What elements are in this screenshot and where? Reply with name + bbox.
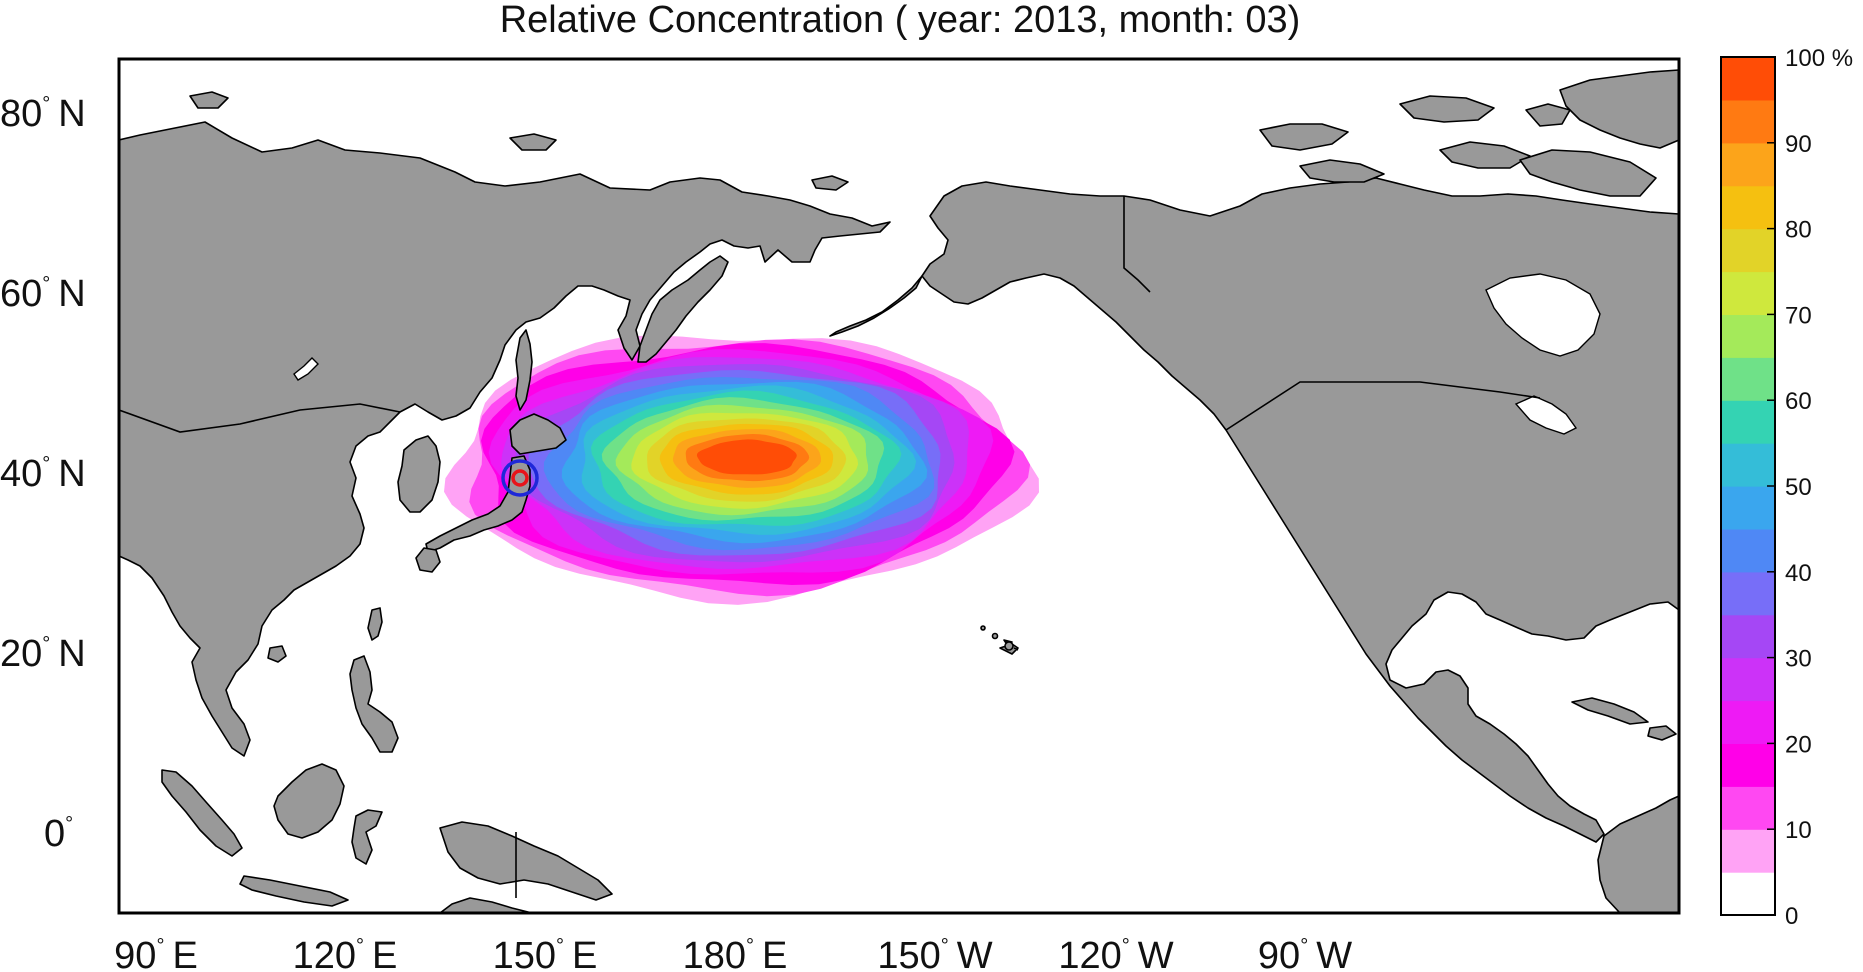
concentration-plume (444, 335, 1039, 605)
colorbar-band-3 (1721, 743, 1775, 787)
longitude-labels: 90° E 120° E 150° E 180° E 150° W 120° W 90° W (114, 935, 1352, 972)
colorbar-band-2 (1721, 786, 1775, 830)
landmass-south-america (1597, 795, 1679, 913)
colorbar-band-1 (1721, 829, 1775, 873)
map-title: Relative Concentration ( year: 2013, mon… (500, 0, 1301, 41)
landmass-sulawesi (351, 809, 383, 865)
border-china-mongolia (119, 403, 401, 433)
lon-label-5: 120° W (1058, 935, 1173, 972)
landmass-severnaya (189, 91, 229, 109)
landmass-north-america (921, 177, 1679, 843)
lat-label-0: 80° N (0, 93, 86, 135)
colorbar-band-18 (1721, 99, 1775, 144)
colorbar-label-7: 70 (1785, 302, 1812, 329)
colorbar-band-17 (1721, 142, 1775, 187)
colorbar-band-11 (1721, 400, 1775, 444)
lon-label-6: 90° W (1258, 935, 1352, 972)
colorbar-band-19 (1721, 57, 1775, 101)
landmass-arctic-island-3 (1399, 95, 1495, 123)
source-marker (501, 459, 539, 497)
colorbar-band-6 (1721, 614, 1775, 659)
landmass-australia (439, 897, 533, 913)
colorbar-band-16 (1721, 185, 1775, 230)
landmass-baffin (1519, 149, 1657, 197)
landmass-new-siberian (509, 133, 557, 151)
landmass-cuba (1571, 697, 1649, 725)
landmass-philippines (349, 655, 399, 753)
colorbar-band-4 (1721, 700, 1775, 744)
landmass-java (239, 875, 349, 907)
landmass-hokkaido (509, 413, 567, 455)
colorbar-label-9: 90 (1785, 131, 1812, 158)
landmass-arctic-island-5 (1525, 103, 1571, 127)
lon-label-1: 120° E (293, 935, 398, 972)
landmass-hainan (267, 645, 287, 663)
landmass-asia (119, 121, 891, 757)
landmass-borneo (273, 763, 345, 839)
landmass-arctic-island-2 (1299, 159, 1385, 183)
colorbar-band-15 (1721, 228, 1775, 273)
landmass-sumatra (161, 769, 243, 857)
lat-label-1: 60° N (0, 273, 86, 315)
source-marker-outer-ring (501, 459, 539, 497)
landmass-wrangel (811, 175, 849, 191)
colorbar-label-2: 20 (1785, 731, 1812, 758)
colorbar-label-0: 0 (1785, 903, 1798, 930)
colorbar-label-10: 100 % (1785, 45, 1853, 72)
colorbar-label-4: 40 (1785, 560, 1812, 587)
landmass-hispaniola (1647, 725, 1677, 741)
colorbar-band-8 (1721, 528, 1775, 573)
landmass-arctic-island-4 (1439, 141, 1531, 169)
plume-level-95 (696, 439, 797, 475)
lake-hudson-bay (1485, 273, 1601, 357)
colorbar-label-6: 60 (1785, 388, 1812, 415)
landmass-hawaii-big (1004, 641, 1014, 651)
lat-label-3: 20° N (0, 633, 86, 675)
map-area (119, 59, 1679, 913)
lon-label-3: 180° E (683, 935, 788, 972)
colorbar-band-5 (1721, 657, 1775, 702)
lon-label-2: 150° E (493, 935, 598, 972)
colorbar-label-1: 10 (1785, 817, 1812, 844)
landmass-taiwan (367, 607, 383, 641)
colorbar-label-8: 80 (1785, 217, 1812, 244)
colorbar-band-0 (1721, 872, 1775, 916)
lake-baikal (293, 357, 319, 381)
colorbar-band-7 (1721, 571, 1775, 616)
landmass-kamchatka (637, 255, 729, 363)
lat-label-2: 40° N (0, 453, 86, 495)
border-alaska-canada (1123, 196, 1151, 293)
colorbar: 0 10 20 30 40 50 60 70 80 90 100 % (1720, 45, 1853, 930)
landmass-kyushu (415, 547, 441, 573)
source-marker-inner-ring (511, 469, 529, 487)
landmass-korea (397, 435, 441, 513)
colorbar-band-12 (1721, 357, 1775, 401)
border-us-canada (1225, 381, 1541, 431)
lon-label-0: 90° E (114, 935, 198, 972)
landmass-alaska-peninsula (829, 275, 923, 337)
colorbar-band-9 (1721, 486, 1775, 530)
landmass-arctic-island-1 (1259, 123, 1349, 151)
colorbar-label-3: 30 (1785, 646, 1812, 673)
colorbar-band-10 (1721, 443, 1775, 487)
landmass-new-guinea (439, 821, 613, 901)
landmass-sakhalin (515, 329, 533, 411)
latitude-labels: 80° N 60° N 40° N 20° N 0° (0, 93, 86, 855)
landmasses (119, 69, 1679, 913)
lat-label-4: 0° (44, 813, 73, 855)
landmass-greenland (1559, 69, 1679, 149)
colorbar-band-13 (1721, 314, 1775, 358)
landmass-hawaii-small (991, 632, 999, 640)
map-frame (117, 57, 1681, 915)
landmass-hawaii-tiny (980, 625, 986, 631)
lake-great-lakes (1514, 395, 1578, 435)
colorbar-label-5: 50 (1785, 474, 1812, 501)
colorbar-band-14 (1721, 271, 1775, 315)
lon-label-4: 150° W (877, 935, 992, 972)
